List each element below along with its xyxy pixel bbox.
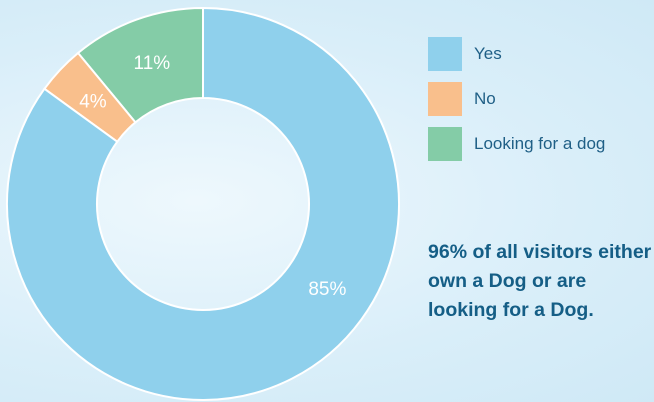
legend-swatch-looking	[428, 127, 462, 161]
slice-label-looking: 11%	[134, 53, 171, 74]
slice-yes	[6, 6, 400, 401]
summary-text: 96% of all visitors either own a Dog or …	[428, 241, 652, 321]
legend-item-looking: Looking for a dog	[428, 126, 605, 162]
legend-label-no: No	[474, 89, 496, 108]
legend-swatch-yes	[428, 37, 462, 71]
legend-label-looking: Looking for a dog	[474, 134, 606, 153]
donut-chart: 11% 4% 85%	[6, 6, 400, 401]
legend: Yes No Looking for a dog	[428, 36, 605, 171]
slice-label-no: 4%	[79, 92, 107, 113]
legend-item-no: No	[428, 81, 605, 117]
legend-swatch-no	[428, 82, 462, 116]
legend-item-yes: Yes	[428, 36, 605, 72]
legend-label-yes: Yes	[474, 44, 502, 63]
slice-label-yes: 85%	[308, 279, 346, 300]
